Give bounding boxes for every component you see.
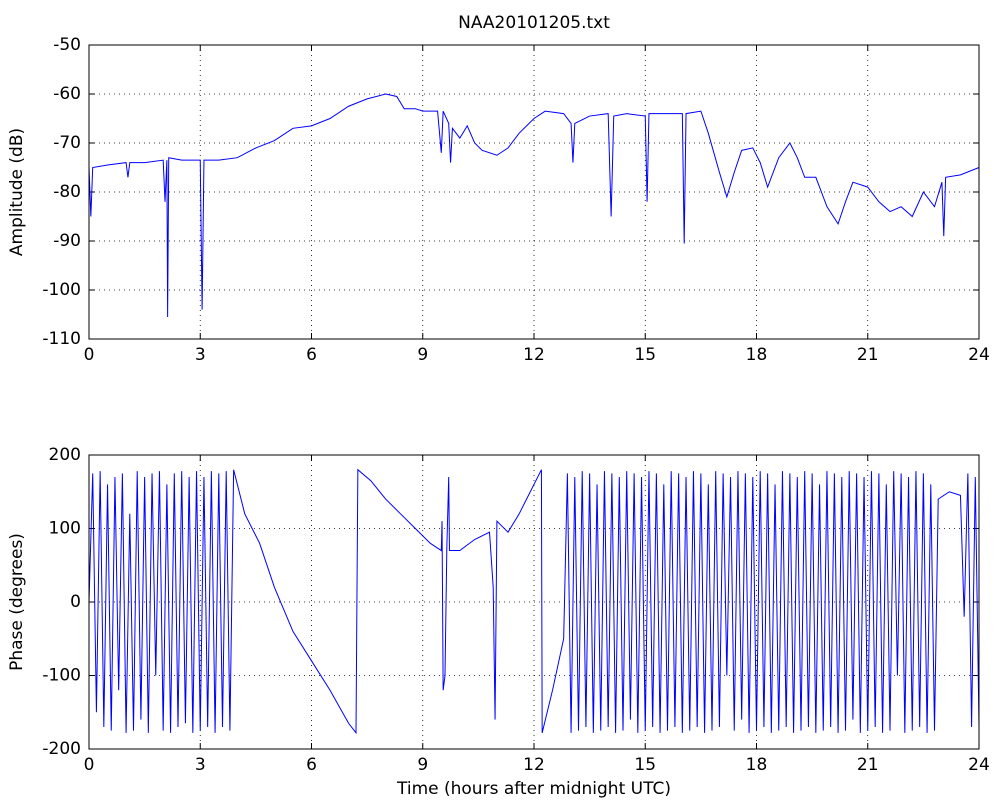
x-tick-label: 15 <box>634 755 656 775</box>
y-tick-label: -90 <box>53 231 81 251</box>
y-tick-label: 200 <box>49 445 81 465</box>
y-tick-label: -60 <box>53 84 81 104</box>
x-tick-label: 12 <box>523 755 545 775</box>
y-axis-label: Amplitude (dB) <box>7 128 27 256</box>
data-line <box>88 468 980 735</box>
x-tick-label: 9 <box>417 755 428 775</box>
x-tick-label: 0 <box>84 755 95 775</box>
x-tick-label: 21 <box>857 755 879 775</box>
x-tick-label: 9 <box>417 345 428 365</box>
x-tick-label: 24 <box>968 345 990 365</box>
y-axis-label: Phase (degrees) <box>7 533 27 671</box>
x-tick-label: 18 <box>746 345 768 365</box>
x-tick-label: 6 <box>306 345 317 365</box>
x-tick-label: 12 <box>523 345 545 365</box>
y-tick-label: -70 <box>53 133 81 153</box>
x-tick-label: 6 <box>306 755 317 775</box>
x-tick-label: 18 <box>746 755 768 775</box>
y-tick-label: -100 <box>42 666 81 686</box>
y-tick-label: -80 <box>53 182 81 202</box>
x-axis-label: Time (hours after midnight UTC) <box>396 779 671 799</box>
x-tick-label: 3 <box>195 345 206 365</box>
axes-box <box>88 454 980 750</box>
x-tick-label: 21 <box>857 345 879 365</box>
x-tick-label: 3 <box>195 755 206 775</box>
y-tick-label: -200 <box>42 739 81 759</box>
y-tick-label: 100 <box>49 519 81 539</box>
axes-box <box>88 44 980 340</box>
y-tick-label: -50 <box>53 35 81 55</box>
x-tick-label: 24 <box>968 755 990 775</box>
data-line <box>88 93 980 317</box>
y-tick-label: -100 <box>42 280 81 300</box>
y-tick-label: -110 <box>42 329 81 349</box>
y-tick-label: 0 <box>70 592 81 612</box>
x-tick-label: 0 <box>84 345 95 365</box>
chart-title: NAA20101205.txt <box>458 13 610 33</box>
x-tick-label: 15 <box>634 345 656 365</box>
